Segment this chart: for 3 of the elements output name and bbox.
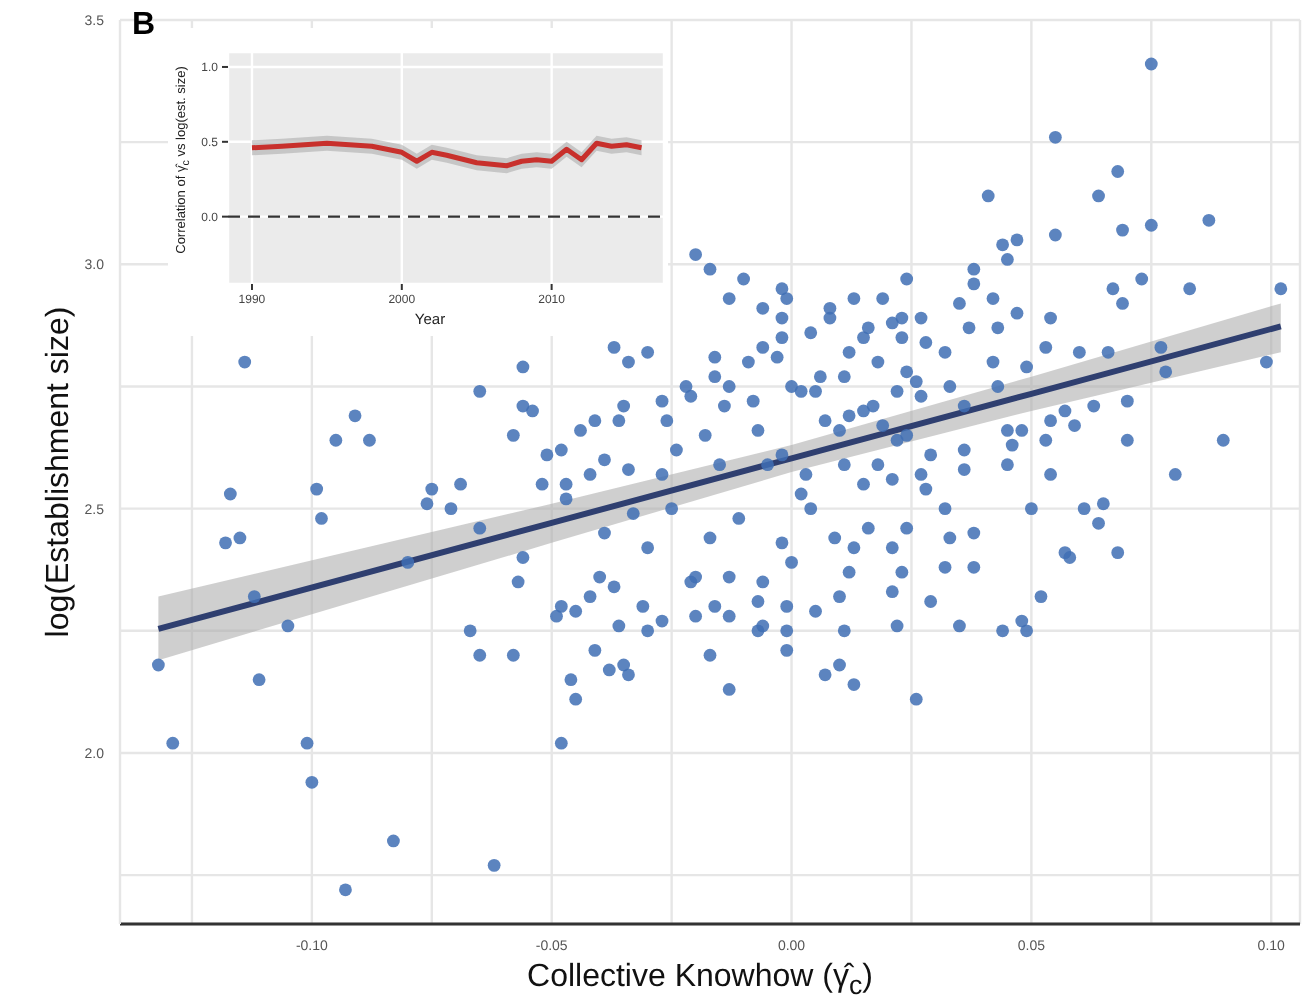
annotation: B (132, 8, 156, 44)
y-axis-title: log(Establishment size) (42, 306, 78, 638)
x-axis-title: Collective Knowhow (γ̂$_{c}$) (527, 960, 873, 1001)
